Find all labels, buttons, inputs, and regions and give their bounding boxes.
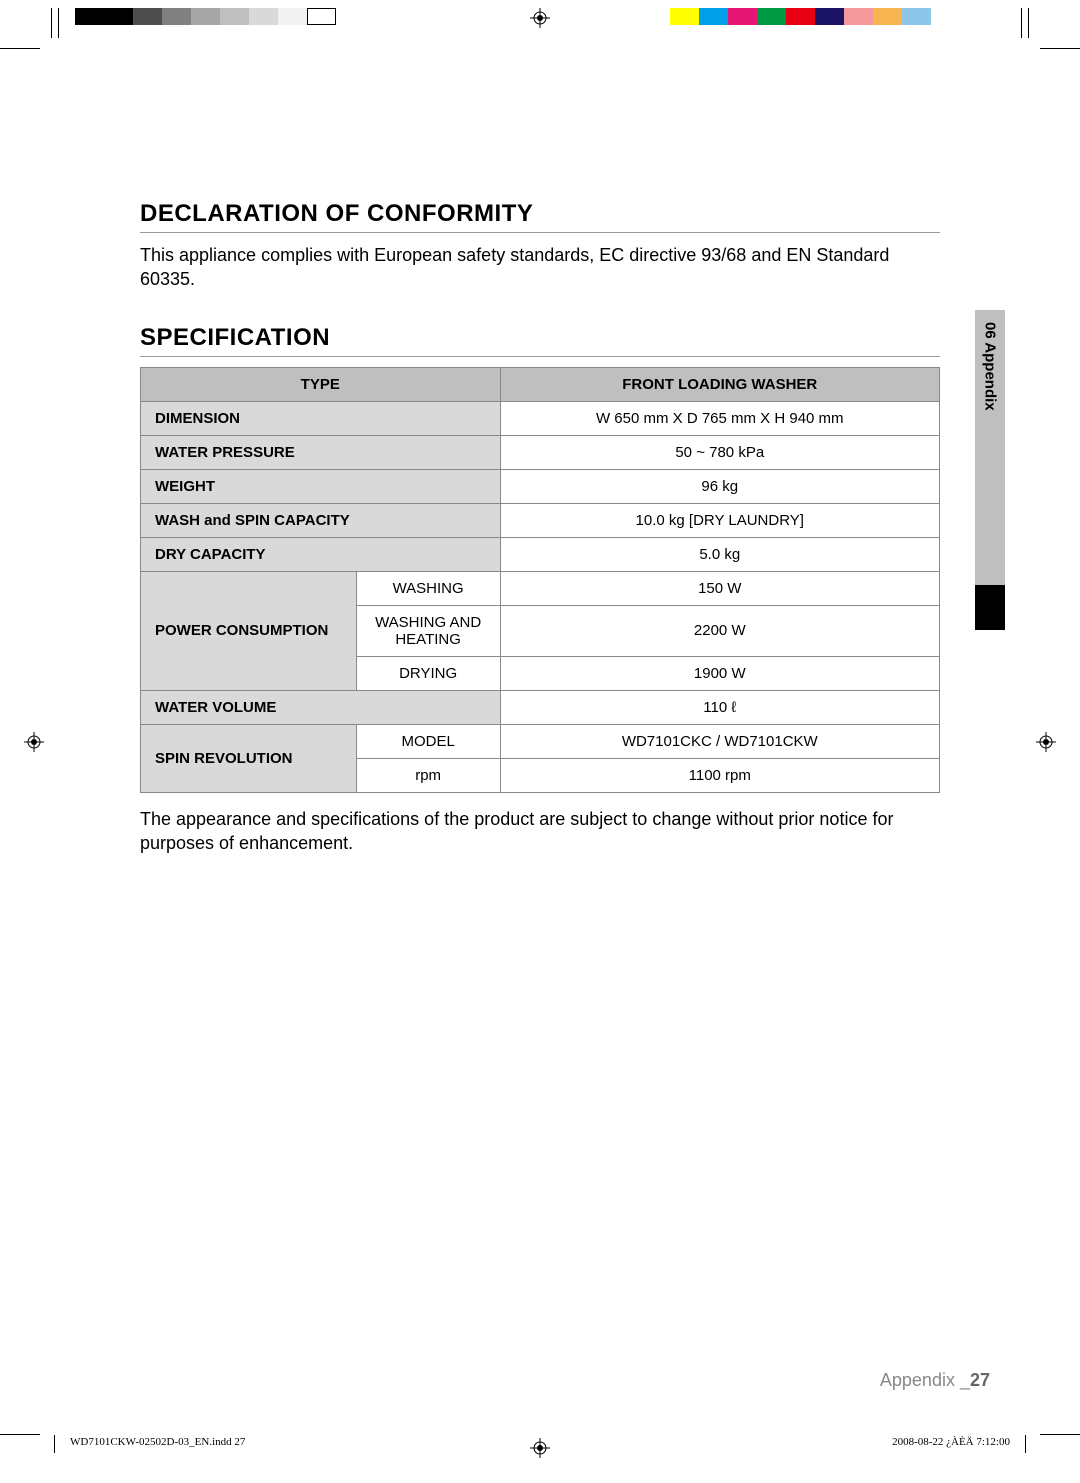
imprint-right: 2008-08-22 ¿ÀÈÄ 7:12:00 [892, 1436, 1010, 1448]
crop-mark [1040, 1434, 1080, 1435]
crop-mark [0, 1434, 40, 1435]
swatch [757, 8, 786, 25]
reg-tick [1028, 8, 1029, 38]
spec-sub-label: WASHING AND HEATING [356, 605, 500, 656]
swatch [873, 8, 902, 25]
spec-value: 96 kg [500, 469, 939, 503]
swatch [844, 8, 873, 25]
swatch [75, 8, 104, 25]
spec-label: WATER VOLUME [141, 690, 501, 724]
table-row: DIMENSION W 650 mm X D 765 mm X H 940 mm [141, 401, 940, 435]
footer-page-number: 27 [970, 1370, 990, 1390]
registration-target-icon [530, 8, 550, 28]
table-row: WEIGHT 96 kg [141, 469, 940, 503]
spec-sub-label: WASHING [356, 571, 500, 605]
side-tab-marker [975, 585, 1005, 630]
spec-label: POWER CONSUMPTION [141, 571, 357, 690]
spec-label: SPIN REVOLUTION [141, 724, 357, 792]
spec-value: 5.0 kg [500, 537, 939, 571]
grayscale-swatches [75, 8, 336, 25]
spec-sub-label: DRYING [356, 656, 500, 690]
spec-value: 150 W [500, 571, 939, 605]
swatch [104, 8, 133, 25]
side-tab: 06 Appendix [975, 310, 1005, 675]
table-header: TYPE FRONT LOADING WASHER [141, 367, 940, 401]
registration-target-icon [1036, 732, 1056, 752]
spec-value: WD7101CKC / WD7101CKW [500, 724, 939, 758]
spec-label: DRY CAPACITY [141, 537, 501, 571]
swatch [815, 8, 844, 25]
swatch [786, 8, 815, 25]
table-row: POWER CONSUMPTION WASHING 150 W [141, 571, 940, 605]
page-content: DECLARATION OF CONFORMITY This appliance… [140, 200, 940, 855]
side-tab-label-block: 06 Appendix [975, 310, 1005, 585]
page-footer: Appendix _27 [880, 1370, 990, 1391]
reg-tick [1025, 1435, 1026, 1453]
swatch [670, 8, 699, 25]
spec-value: 1900 W [500, 656, 939, 690]
swatch [162, 8, 191, 25]
specification-table: TYPE FRONT LOADING WASHER DIMENSION W 65… [140, 367, 940, 793]
swatch [133, 8, 162, 25]
reg-tick [54, 1435, 55, 1453]
spec-sub-label: MODEL [356, 724, 500, 758]
declaration-title: DECLARATION OF CONFORMITY [140, 200, 940, 233]
declaration-body: This appliance complies with European sa… [140, 243, 940, 292]
color-swatches [670, 8, 931, 25]
imprint-left: WD7101CKW-02502D-03_EN.indd 27 [70, 1436, 245, 1448]
spec-value: W 650 mm X D 765 mm X H 940 mm [500, 401, 939, 435]
spec-label: WATER PRESSURE [141, 435, 501, 469]
table-row: WATER VOLUME 110 ℓ [141, 690, 940, 724]
table-row: WASH and SPIN CAPACITY 10.0 kg [DRY LAUN… [141, 503, 940, 537]
header-value: FRONT LOADING WASHER [500, 367, 939, 401]
swatch [191, 8, 220, 25]
swatch [902, 8, 931, 25]
spec-sub-label: rpm [356, 758, 500, 792]
side-tab-label: 06 Appendix [982, 322, 999, 411]
spec-label: WASH and SPIN CAPACITY [141, 503, 501, 537]
spec-label: WEIGHT [141, 469, 501, 503]
header-type: TYPE [141, 367, 501, 401]
footer-label: Appendix _ [880, 1370, 970, 1390]
spec-value: 2200 W [500, 605, 939, 656]
table-row: DRY CAPACITY 5.0 kg [141, 537, 940, 571]
reg-tick [51, 8, 52, 38]
spec-value: 10.0 kg [DRY LAUNDRY] [500, 503, 939, 537]
registration-target-icon [530, 1438, 550, 1458]
crop-mark [0, 48, 40, 49]
specification-title: SPECIFICATION [140, 324, 940, 357]
swatch [220, 8, 249, 25]
swatch [249, 8, 278, 25]
swatch [278, 8, 307, 25]
swatch [307, 8, 336, 25]
swatch [699, 8, 728, 25]
reg-tick [58, 8, 59, 38]
specification-note: The appearance and specifications of the… [140, 807, 940, 856]
table-row: WATER PRESSURE 50 ~ 780 kPa [141, 435, 940, 469]
crop-mark [1040, 48, 1080, 49]
spec-label: DIMENSION [141, 401, 501, 435]
spec-value: 110 ℓ [500, 690, 939, 724]
spec-value: 50 ~ 780 kPa [500, 435, 939, 469]
registration-target-icon [24, 732, 44, 752]
swatch [728, 8, 757, 25]
reg-tick [1021, 8, 1022, 38]
spec-value: 1100 rpm [500, 758, 939, 792]
table-row: SPIN REVOLUTION MODEL WD7101CKC / WD7101… [141, 724, 940, 758]
